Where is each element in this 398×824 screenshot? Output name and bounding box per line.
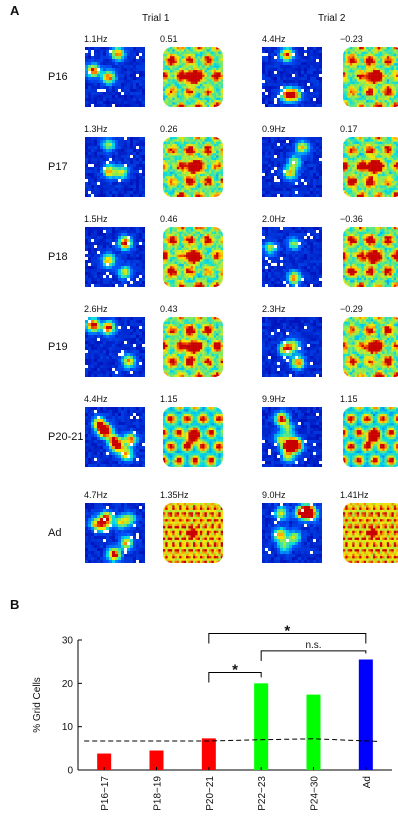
bar-2 xyxy=(201,738,216,770)
significance-label: * xyxy=(284,623,290,640)
bar-3 xyxy=(254,683,269,770)
trial2-score-label: −0.23 xyxy=(340,34,363,44)
x-tick-label: P24−30 xyxy=(310,776,321,811)
panel-a-letter: A xyxy=(10,3,20,18)
trial1-score-label: 0.26 xyxy=(160,124,178,134)
trial1-rate-label: 1.1Hz xyxy=(84,34,108,44)
trial2-autocorrelogram xyxy=(343,503,398,563)
x-tick-label: P18−19 xyxy=(153,776,164,811)
trial2-score-label: −0.36 xyxy=(340,214,363,224)
trial1-rate-label: 1.5Hz xyxy=(84,214,108,224)
trial1-score-label: 1.35Hz xyxy=(160,490,189,500)
row-label: P20-21 xyxy=(48,431,84,443)
trial2-rate-map xyxy=(262,227,322,287)
trial1-autocorrelogram xyxy=(163,137,223,197)
x-tick-label: P20−21 xyxy=(205,776,216,811)
trial2-rate-label: 0.9Hz xyxy=(262,124,286,134)
trial1-rate-label: 4.4Hz xyxy=(84,394,108,404)
significance-label: n.s. xyxy=(305,640,321,651)
trial1-rate-label: 1.3Hz xyxy=(84,124,108,134)
x-tick-label: Ad xyxy=(362,776,373,788)
trial1-rate-map xyxy=(85,317,145,377)
y-tick-label: 0 xyxy=(67,766,73,777)
trial1-score-label: 1.15 xyxy=(160,394,178,404)
trial2-autocorrelogram xyxy=(343,137,398,197)
x-tick-label: P16−17 xyxy=(100,776,111,811)
trial2-rate-label: 2.3Hz xyxy=(262,304,286,314)
trial-1-label: Trial 1 xyxy=(142,13,170,24)
trial2-score-label: 1.15 xyxy=(340,394,358,404)
y-tick-label: 30 xyxy=(62,636,74,647)
trial1-rate-map xyxy=(85,503,145,563)
trial1-autocorrelogram xyxy=(163,227,223,287)
trial1-autocorrelogram xyxy=(163,503,223,563)
trial2-rate-map xyxy=(262,407,322,467)
trial1-rate-map xyxy=(85,407,145,467)
trial2-score-label: −0.29 xyxy=(340,304,363,314)
trial2-autocorrelogram xyxy=(343,47,398,107)
y-tick-label: 10 xyxy=(62,722,74,733)
trial2-rate-map xyxy=(262,47,322,107)
row-label: P18 xyxy=(48,251,68,263)
trial2-autocorrelogram xyxy=(343,317,398,377)
trial2-autocorrelogram xyxy=(343,227,398,287)
row-label: P19 xyxy=(48,341,68,353)
trial2-rate-map xyxy=(262,317,322,377)
bar-5 xyxy=(358,659,373,770)
significance-bracket xyxy=(208,672,262,683)
row-label: P17 xyxy=(48,161,68,173)
panel-b-letter: B xyxy=(10,597,20,612)
significance-bracket xyxy=(208,633,367,644)
shuffled-threshold-line xyxy=(84,738,378,742)
bar-4 xyxy=(306,694,321,770)
trial2-rate-map xyxy=(262,137,322,197)
trial2-score-label: 0.17 xyxy=(340,124,358,134)
trial1-rate-map xyxy=(85,137,145,197)
trial1-score-label: 0.51 xyxy=(160,34,178,44)
bar-0 xyxy=(97,753,112,770)
trial1-score-label: 0.46 xyxy=(160,214,178,224)
y-tick-label: 20 xyxy=(62,679,74,690)
y-axis-label: % Grid Cells xyxy=(32,677,43,733)
grid-cells-bar-chart: 0 10 20 30 % Grid Cells P16−17 P18−19 P20−21 P22… xyxy=(32,623,392,811)
significance-label: * xyxy=(232,662,238,679)
trial2-rate-label: 4.4Hz xyxy=(262,34,286,44)
trial1-autocorrelogram xyxy=(163,317,223,377)
bar-1 xyxy=(149,750,164,770)
row-label: P16 xyxy=(48,71,68,83)
trial1-autocorrelogram xyxy=(163,407,223,467)
trial2-rate-map xyxy=(262,503,322,563)
trial2-autocorrelogram xyxy=(343,407,398,467)
trial2-rate-label: 9.9Hz xyxy=(262,394,286,404)
trial1-rate-map xyxy=(85,227,145,287)
trial1-score-label: 0.43 xyxy=(160,304,178,314)
trial1-rate-label: 2.6Hz xyxy=(84,304,108,314)
row-label: Ad xyxy=(48,527,62,539)
trial2-rate-label: 2.0Hz xyxy=(262,214,286,224)
trial1-autocorrelogram xyxy=(163,47,223,107)
trial1-rate-label: 4.7Hz xyxy=(84,490,108,500)
trial2-rate-label: 9.0Hz xyxy=(262,490,286,500)
trial1-rate-map xyxy=(85,47,145,107)
significance-bracket xyxy=(260,650,367,661)
trial2-score-label: 1.41Hz xyxy=(340,490,369,500)
x-tick-label: P22−23 xyxy=(257,776,268,811)
trial-2-label: Trial 2 xyxy=(318,13,346,24)
